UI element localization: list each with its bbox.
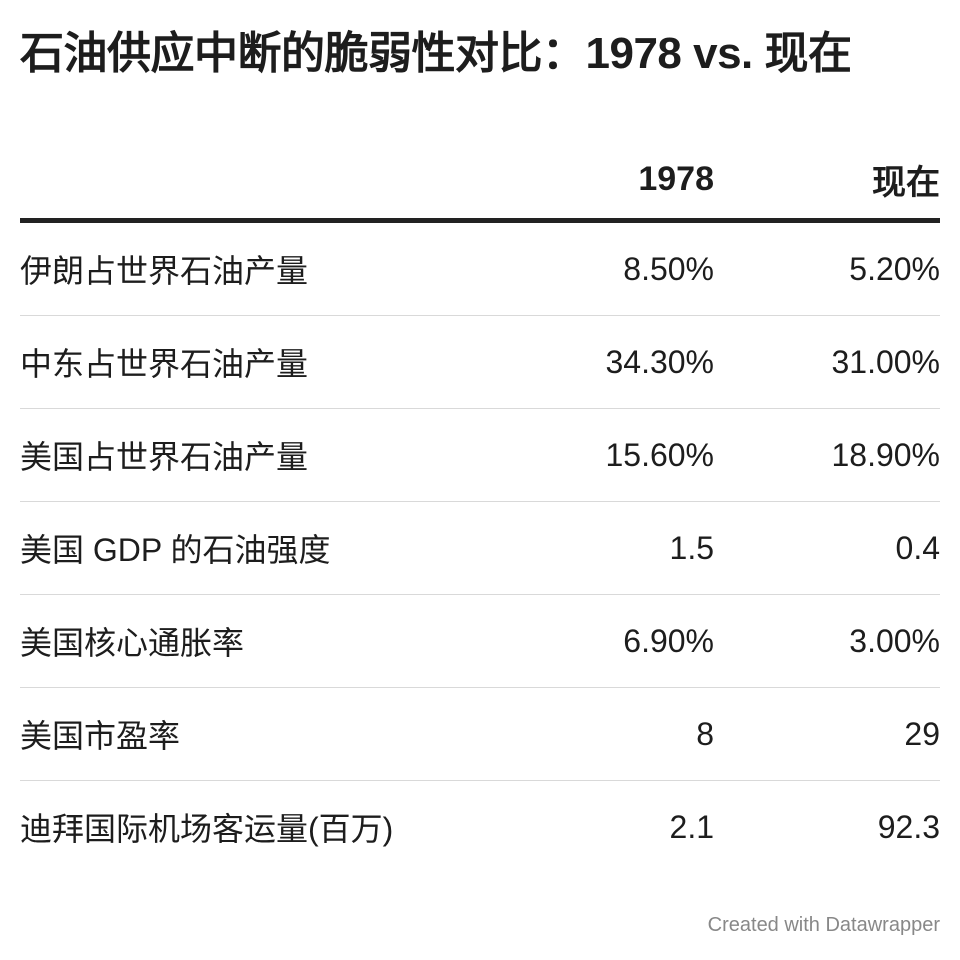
table-row: 迪拜国际机场客运量(百万) 2.1 92.3 xyxy=(20,781,940,873)
table-row: 美国 GDP 的石油强度 1.5 0.4 xyxy=(20,502,940,595)
table-row: 美国市盈率 8 29 xyxy=(20,688,940,781)
value-1978: 8 xyxy=(696,715,714,752)
row-label: 中东占世界石油产量 xyxy=(20,346,309,382)
value-now: 29 xyxy=(904,715,940,752)
table-row: 中东占世界石油产量 34.30% 31.00% xyxy=(20,316,940,409)
value-1978: 2.1 xyxy=(669,808,714,845)
value-1978: 8.50% xyxy=(623,250,714,287)
value-now: 92.3 xyxy=(877,808,940,845)
row-label: 迪拜国际机场客运量(百万) xyxy=(20,811,394,847)
comparison-table: 1978 现在 伊朗占世界石油产量 8.50% 5.20% 中东占世界石油产量 34.3… xyxy=(20,140,940,873)
row-label: 美国核心通胀率 xyxy=(20,625,245,661)
value-1978: 6.90% xyxy=(623,622,714,659)
row-label: 美国市盈率 xyxy=(20,718,181,754)
page-title: 石油供应中断的脆弱性对比：1978 vs. 现在 xyxy=(20,29,852,78)
value-now: 31.00% xyxy=(831,343,940,380)
row-label: 伊朗占世界石油产量 xyxy=(20,253,309,289)
table-row: 美国占世界石油产量 15.60% 18.90% xyxy=(20,409,940,502)
table-row: 美国核心通胀率 6.90% 3.00% xyxy=(20,595,940,688)
row-label: 美国 GDP 的石油强度 xyxy=(20,532,331,568)
credit-footer[interactable]: Created with Datawrapper xyxy=(707,914,940,936)
table-row: 伊朗占世界石油产量 8.50% 5.20% xyxy=(20,223,940,316)
value-1978: 1.5 xyxy=(669,529,714,566)
value-now: 18.90% xyxy=(831,436,940,473)
value-1978: 15.60% xyxy=(605,436,714,473)
row-label: 美国占世界石油产量 xyxy=(20,439,309,475)
header-1978: 1978 xyxy=(638,159,714,198)
value-now: 5.20% xyxy=(849,250,940,287)
value-now: 0.4 xyxy=(895,529,940,566)
table-header: 1978 现在 xyxy=(20,140,940,223)
header-now: 现在 xyxy=(872,163,940,202)
value-now: 3.00% xyxy=(849,622,940,659)
value-1978: 34.30% xyxy=(605,343,714,380)
